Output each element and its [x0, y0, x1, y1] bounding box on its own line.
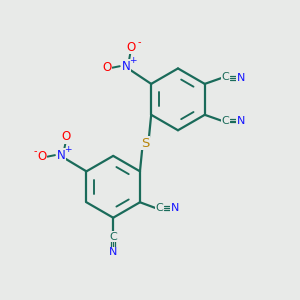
Text: +: + [129, 56, 136, 65]
Text: N: N [236, 73, 245, 83]
Text: N: N [57, 149, 66, 162]
Text: -: - [33, 146, 37, 156]
Text: -: - [137, 37, 141, 47]
Text: O: O [38, 150, 47, 163]
Text: C: C [109, 232, 117, 242]
Text: O: O [102, 61, 112, 74]
Text: N: N [236, 116, 245, 126]
Text: C: C [221, 116, 229, 126]
Text: C: C [221, 72, 229, 82]
Text: +: + [64, 145, 72, 154]
Text: N: N [109, 247, 117, 257]
Text: O: O [126, 40, 135, 54]
Text: C: C [156, 203, 164, 213]
Text: N: N [122, 60, 130, 73]
Text: O: O [61, 130, 70, 143]
Text: N: N [171, 203, 179, 213]
Text: S: S [141, 136, 150, 150]
